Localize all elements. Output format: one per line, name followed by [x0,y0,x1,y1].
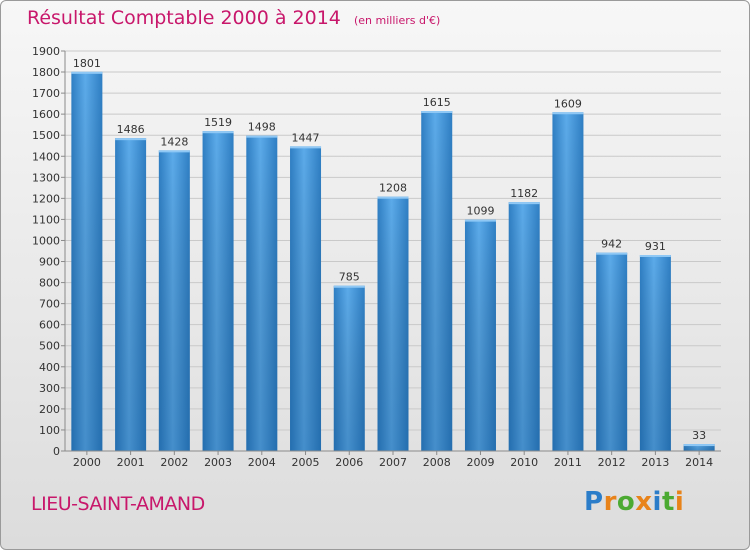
x-tick-label: 2001 [117,456,145,469]
y-tick-label: 400 [39,361,60,374]
value-label: 1801 [73,57,101,70]
x-tick-label: 2006 [335,456,363,469]
y-tick-label: 1100 [32,213,60,226]
bar-shade [290,146,322,452]
y-tick-label: 200 [39,403,60,416]
bar-highlight [71,71,103,74]
bar-highlight [158,150,190,153]
bar-shade [508,202,540,451]
value-label: 1519 [204,116,232,129]
value-label: 1428 [160,135,188,148]
value-label: 1447 [292,131,320,144]
bar-shade [552,112,584,452]
bar-highlight [202,131,234,134]
y-tick-label: 100 [39,424,60,437]
bar-highlight [421,111,453,113]
value-label: 1182 [510,187,538,200]
value-label: 1498 [248,121,276,134]
bar-highlight [115,138,147,141]
value-label: 785 [339,271,360,284]
value-label: 931 [645,240,666,253]
bar-highlight [683,444,715,447]
bar-shade [421,111,453,451]
bar-shade [246,135,278,451]
bar-shade [377,196,409,451]
x-tick-label: 2009 [466,456,494,469]
x-tick-label: 2003 [204,456,232,469]
logo-letter: r [603,487,617,517]
bars-layer [71,71,715,452]
bar-shade [202,131,234,452]
x-tick-label: 2008 [423,456,451,469]
value-label: 942 [601,238,622,251]
y-tick-label: 600 [39,319,60,332]
bar-shade [158,150,190,452]
bar-shade [71,71,103,451]
chart-title: Résultat Comptable 2000 à 2014 [27,7,341,29]
bar-highlight [596,252,628,255]
y-tick-label: 1300 [32,171,60,184]
y-tick-label: 1900 [32,45,60,58]
y-tick-label: 1800 [32,66,60,79]
value-label: 1099 [466,205,494,218]
bar-highlight [246,135,278,138]
bar-shade [333,285,365,451]
logo-letter: x [635,487,653,517]
value-label: 1486 [117,123,145,136]
axis-layer: 0 100 200 300 400 500 600 700 800 900 1000 1100 1200… [32,45,721,469]
bar-shade [639,255,671,451]
x-tick-label: 2014 [685,456,713,469]
x-tick-label: 2007 [379,456,407,469]
bar-highlight [464,219,496,222]
place-name: LIEU-SAINT-AMAND [31,493,205,515]
value-label: 1609 [554,97,582,110]
bar-highlight [508,202,540,205]
bar-highlight [377,196,409,199]
bar-shade [464,219,496,451]
y-tick-label: 1400 [32,150,60,163]
bar-shade [115,138,147,451]
x-tick-label: 2002 [160,456,188,469]
x-tick-label: 2012 [598,456,626,469]
logo-letter: i [652,487,662,517]
bar-highlight [552,112,584,115]
y-tick-label: 1500 [32,129,60,142]
y-tick-label: 700 [39,298,60,311]
y-tick-label: 1000 [32,234,60,247]
y-tick-label: 800 [39,277,60,290]
x-tick-label: 2004 [248,456,276,469]
chart-unit-note: (en milliers d'€) [353,14,441,27]
logo-letter: t [661,487,675,517]
bar-highlight [639,255,671,257]
x-tick-label: 2011 [554,456,582,469]
logo-letter: o [616,487,636,517]
logo-letter: i [674,487,685,517]
bar-chart: 1801 1486 1428 1519 1498 1447 785 1208 1615 1099 1… [32,45,721,469]
logo-letter: P [584,487,604,517]
x-tick-label: 2010 [510,456,538,469]
bar-shade [596,252,628,451]
value-label: 33 [692,429,706,442]
proxiti-logo[interactable]: Proxiti [584,487,684,517]
title-row: Résultat Comptable 2000 à 2014 (en milli… [27,7,440,29]
value-label: 1615 [423,96,451,109]
x-tick-label: 2005 [292,456,320,469]
y-tick-label: 1600 [32,108,60,121]
y-tick-label: 1700 [32,87,60,100]
bar-highlight [333,285,365,288]
x-tick-label: 2000 [73,456,101,469]
y-tick-label: 500 [39,340,60,353]
bar-highlight [290,146,322,149]
value-label: 1208 [379,182,407,195]
y-tick-label: 0 [53,445,60,458]
y-tick-label: 300 [39,382,60,395]
y-tick-label: 900 [39,256,60,269]
x-tick-label: 2013 [641,456,669,469]
bar-shade [683,444,715,451]
labels-layer: 1801 1486 1428 1519 1498 1447 785 1208 1615 1099 1… [73,57,706,442]
y-tick-label: 1200 [32,192,60,205]
